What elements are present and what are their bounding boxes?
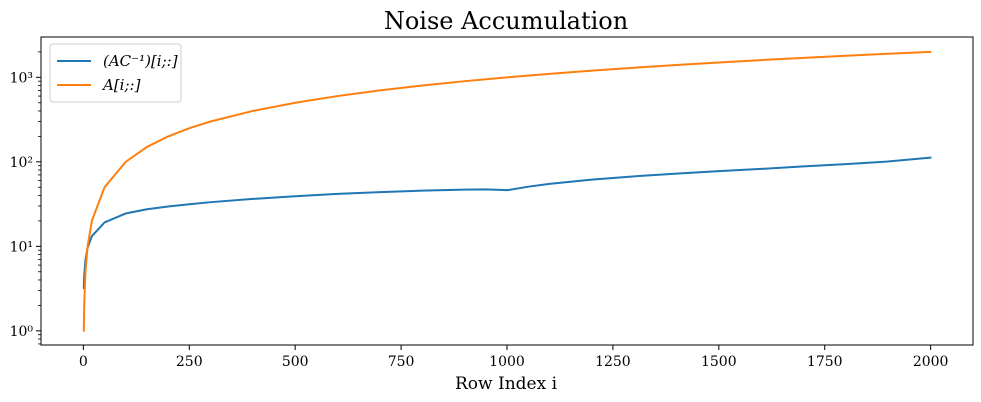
chart-title: Noise Accumulation: [384, 7, 628, 35]
x-tick-label: 250: [176, 354, 203, 370]
x-axis-label: Row Index i: [455, 374, 558, 394]
x-tick-label: 750: [388, 354, 415, 370]
x-tick-label: 1000: [489, 354, 525, 370]
series-line-2: [82, 50, 932, 332]
legend-label: A[i;:]: [101, 76, 141, 94]
series-line-1: [82, 156, 932, 290]
x-tick-label: 1250: [595, 354, 631, 370]
y-tick-label: 10⁰: [10, 324, 34, 340]
legend: (AC⁻¹)[i;:] A[i;:]: [49, 43, 182, 103]
x-tick-label: 1750: [807, 354, 843, 370]
legend-label: (AC⁻¹)[i;:]: [103, 52, 178, 70]
y-tick-label: 10²: [10, 155, 33, 171]
x-axis: 0 250 500 750 1000 1250 1500 1750 2000: [79, 345, 949, 370]
y-tick-label: 10³: [10, 70, 33, 86]
x-tick-label: 1500: [701, 354, 737, 370]
y-axis: 10⁰ 10¹ 10² 10³: [10, 51, 41, 345]
x-tick-label: 500: [282, 354, 309, 370]
x-tick-label: 2000: [913, 354, 949, 370]
y-tick-label: 10¹: [10, 239, 33, 255]
x-tick-label: 0: [79, 354, 88, 370]
legend-box: [49, 43, 182, 103]
